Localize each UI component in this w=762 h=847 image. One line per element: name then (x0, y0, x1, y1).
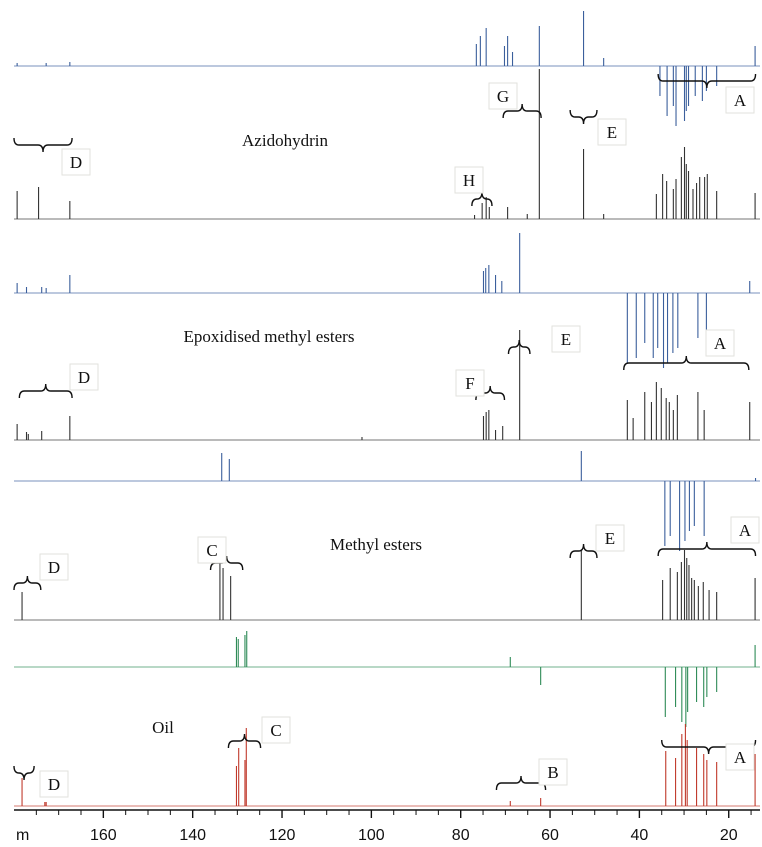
brace-azido-G (502, 103, 542, 119)
brace-oil-C (227, 733, 262, 749)
label-box-oil-C (261, 716, 291, 744)
label-box-epoxy-D (69, 363, 99, 391)
panel-epoxy: Epoxidised methyl esters A D E F (14, 233, 760, 441)
brace-azido-D (13, 137, 73, 153)
label-box-azido-G (488, 82, 518, 110)
panel-methyl: Methyl esters A C D E (13, 451, 760, 621)
label-box-oil-B (538, 758, 568, 786)
label-box-oil-D (39, 770, 69, 798)
label-box-epoxy-E (551, 325, 581, 353)
panel-title-methyl: Methyl esters (330, 535, 422, 554)
label-box-epoxy-A (705, 329, 735, 357)
brace-epoxy-A (623, 355, 750, 371)
x-tick-label-160: 160 (90, 827, 117, 844)
label-box-methyl-A (730, 516, 760, 544)
brace-oil-D (13, 765, 35, 781)
label-box-methyl-C (197, 536, 227, 564)
label-box-epoxy-F (455, 369, 485, 397)
brace-epoxy-E (507, 339, 531, 355)
x-axis-unit-label: m (16, 827, 29, 844)
label-oil-C: C (270, 721, 281, 740)
x-tick-label-100: 100 (358, 827, 385, 844)
label-oil-B: B (547, 763, 558, 782)
x-tick-label-60: 60 (541, 827, 559, 844)
brace-methyl-A (657, 541, 757, 557)
x-tick-label-20: 20 (720, 827, 738, 844)
x-tick-label-120: 120 (269, 827, 296, 844)
label-azido-D: D (70, 153, 82, 172)
label-box-azido-D (61, 148, 91, 176)
label-box-azido-A (725, 86, 755, 114)
brace-methyl-E (569, 543, 598, 559)
brace-azido-A (657, 73, 757, 89)
label-azido-H: H (463, 171, 475, 190)
label-box-azido-H (454, 166, 484, 194)
label-box-methyl-E (595, 524, 625, 552)
label-oil-D: D (48, 775, 60, 794)
label-methyl-C: C (206, 541, 217, 560)
label-oil-A: A (734, 748, 747, 767)
panel-title-epoxy: Epoxidised methyl esters (184, 327, 355, 346)
label-box-methyl-D (39, 553, 69, 581)
x-axis: m 160 140 120 100 80 60 40 20 (14, 809, 760, 844)
label-methyl-A: A (739, 521, 752, 540)
label-epoxy-F: F (465, 374, 474, 393)
panel-title-azido: Azidohydrin (242, 131, 328, 150)
label-box-azido-E (597, 118, 627, 146)
label-methyl-E: E (605, 529, 615, 548)
panel-title-oil: Oil (152, 718, 174, 737)
x-tick-label-40: 40 (630, 827, 648, 844)
x-tick-label-80: 80 (452, 827, 470, 844)
brace-oil-B (495, 775, 547, 791)
label-epoxy-E: E (561, 330, 571, 349)
x-axis-ticks: 160 140 120 100 80 60 40 20 (35, 810, 752, 844)
label-azido-E: E (607, 123, 617, 142)
brace-epoxy-D (18, 383, 73, 399)
panel-oil: Oil A B C D (13, 631, 760, 807)
x-tick-label-140: 140 (179, 827, 206, 844)
label-methyl-D: D (48, 558, 60, 577)
label-azido-G: G (497, 87, 509, 106)
brace-methyl-D (13, 575, 42, 591)
label-epoxy-A: A (714, 334, 727, 353)
label-epoxy-D: D (78, 368, 90, 387)
panel-azido: Azidohydrin A D E G H (13, 11, 760, 220)
label-azido-A: A (734, 91, 747, 110)
label-box-oil-A (725, 743, 755, 771)
brace-azido-E (569, 109, 598, 125)
spectra-panels: Azidohydrin A D E G H Epoxidised methyl esters… (13, 11, 760, 807)
